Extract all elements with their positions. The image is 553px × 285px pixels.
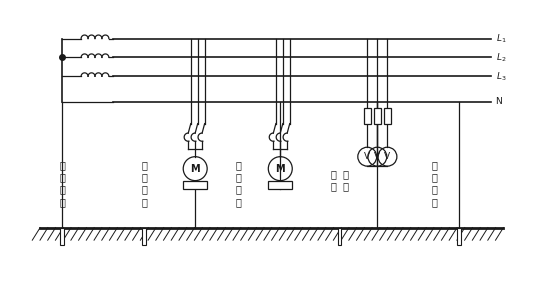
Bar — [184, 181, 207, 190]
Text: M: M — [190, 164, 200, 174]
Bar — [457, 228, 461, 245]
Bar — [364, 108, 371, 124]
Text: V: V — [374, 152, 380, 161]
Text: N: N — [495, 97, 502, 106]
Text: $L_2$: $L_2$ — [495, 51, 506, 64]
Text: $L_1$: $L_1$ — [495, 32, 506, 45]
Text: 工
作
接
地: 工 作 接 地 — [59, 160, 65, 207]
Text: $L_3$: $L_3$ — [495, 70, 506, 83]
Bar — [268, 181, 292, 190]
Bar — [142, 228, 146, 245]
Bar — [374, 108, 381, 124]
Text: V: V — [384, 152, 390, 161]
Bar — [60, 228, 64, 245]
Text: V: V — [364, 152, 371, 161]
Text: 重
复
接
地: 重 复 接 地 — [431, 160, 437, 207]
Bar — [338, 228, 341, 245]
Text: 作  地: 作 地 — [331, 182, 348, 192]
Bar — [384, 108, 391, 124]
Text: M: M — [275, 164, 285, 174]
Text: 保
护
接
零: 保 护 接 零 — [236, 160, 242, 207]
Text: 保
护
接
地: 保 护 接 地 — [141, 160, 147, 207]
Text: 工  接: 工 接 — [331, 169, 348, 179]
